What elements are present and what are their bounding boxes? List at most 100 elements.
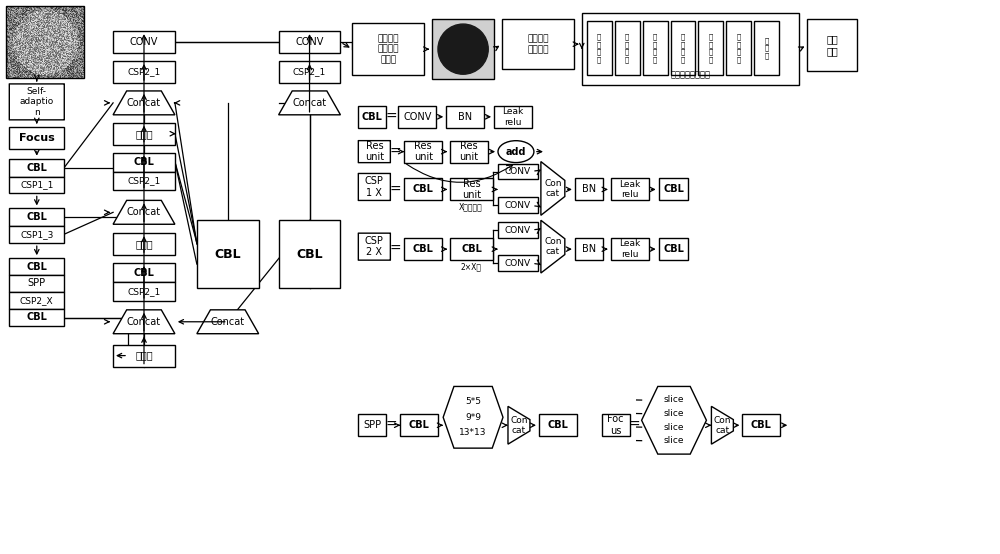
FancyBboxPatch shape [113,282,175,301]
Text: BN: BN [582,184,596,194]
FancyBboxPatch shape [575,178,603,201]
FancyBboxPatch shape [113,345,175,367]
FancyBboxPatch shape [450,178,493,201]
Text: 全
连
接: 全 连 接 [765,37,769,59]
FancyBboxPatch shape [113,61,175,83]
Text: 光谱信息
获取模块: 光谱信息 获取模块 [527,34,549,54]
Text: 激
活
函
数: 激 活 函 数 [625,33,629,63]
Text: =: = [385,110,397,124]
Text: slice: slice [664,396,684,404]
Text: Con
cat: Con cat [544,179,562,198]
FancyBboxPatch shape [404,238,442,260]
Text: CBL: CBL [296,248,323,260]
Text: CBL: CBL [413,244,434,254]
Text: CSP1_1: CSP1_1 [20,181,53,189]
FancyBboxPatch shape [9,127,64,148]
FancyBboxPatch shape [9,258,64,275]
FancyBboxPatch shape [113,233,175,255]
Text: CONV: CONV [505,259,531,268]
Text: CSP2_1: CSP2_1 [127,68,161,76]
FancyBboxPatch shape [539,414,577,436]
FancyBboxPatch shape [611,238,649,260]
FancyBboxPatch shape [494,106,532,128]
Text: Focus: Focus [19,133,55,143]
FancyBboxPatch shape [9,208,64,226]
FancyBboxPatch shape [113,31,175,53]
FancyBboxPatch shape [498,197,538,213]
FancyBboxPatch shape [659,178,688,201]
Text: Concat: Concat [127,207,161,217]
Text: 一
维
卷
积: 一 维 卷 积 [709,33,713,63]
FancyBboxPatch shape [498,255,538,271]
Text: =: = [385,418,397,432]
Text: CBL: CBL [26,261,47,271]
Text: Res
unit: Res unit [365,141,384,162]
FancyBboxPatch shape [398,106,436,128]
FancyBboxPatch shape [9,309,64,326]
Text: CSP1_3: CSP1_3 [20,230,53,239]
Text: =: = [389,182,401,197]
Text: BN: BN [458,112,472,122]
Text: Con
cat: Con cat [510,416,528,435]
FancyBboxPatch shape [400,414,438,436]
Text: 分类
结果: 分类 结果 [826,34,838,56]
FancyBboxPatch shape [358,233,390,260]
Text: Concat: Concat [127,98,161,108]
Text: CBL: CBL [461,244,482,254]
Text: CBL: CBL [413,184,434,194]
FancyBboxPatch shape [113,172,175,191]
Text: slice: slice [664,409,684,418]
Polygon shape [541,162,565,216]
Text: 5*5: 5*5 [465,397,481,407]
Text: 激
活
函
数: 激 活 函 数 [681,33,685,63]
FancyBboxPatch shape [450,141,488,162]
FancyBboxPatch shape [113,263,175,282]
FancyBboxPatch shape [358,414,386,436]
FancyBboxPatch shape [279,220,340,288]
FancyBboxPatch shape [9,158,64,177]
Text: 上采样: 上采样 [135,239,153,249]
FancyBboxPatch shape [352,23,424,75]
Polygon shape [541,220,565,273]
FancyBboxPatch shape [615,21,640,75]
Text: Res
unit: Res unit [414,141,433,162]
Text: Res
unit: Res unit [462,178,481,200]
Text: Leak
relu: Leak relu [619,179,640,199]
Text: CBL: CBL [663,244,684,254]
Text: CBL: CBL [26,162,47,172]
FancyBboxPatch shape [404,178,442,201]
FancyBboxPatch shape [602,414,630,436]
Text: slice: slice [664,423,684,432]
Text: 9*9: 9*9 [465,413,481,422]
Text: CBL: CBL [547,420,568,430]
Text: Foc
us: Foc us [607,414,624,436]
Polygon shape [113,91,175,115]
FancyBboxPatch shape [358,141,390,163]
Bar [432,19,494,79]
Text: CBL: CBL [26,212,47,222]
FancyBboxPatch shape [404,141,442,162]
Text: 坐标转换
与区域裁
取模块: 坐标转换 与区域裁 取模块 [378,34,399,64]
Text: SPP: SPP [28,279,46,289]
Text: Res
unit: Res unit [460,141,479,162]
Text: CSP2_1: CSP2_1 [127,177,161,186]
Polygon shape [197,310,259,334]
FancyBboxPatch shape [197,220,259,288]
Text: 激
活
函
数: 激 活 函 数 [737,33,741,63]
Text: 一
维
卷
积: 一 维 卷 积 [653,33,657,63]
Text: CBL: CBL [362,112,383,122]
Text: CSP
2 X: CSP 2 X [365,236,384,258]
Text: CBL: CBL [409,420,430,430]
FancyBboxPatch shape [807,19,857,71]
Text: CONV: CONV [403,112,431,122]
Text: 一
维
卷
积: 一 维 卷 积 [597,33,601,63]
FancyBboxPatch shape [358,173,390,201]
FancyBboxPatch shape [9,226,64,243]
Text: CSP2_1: CSP2_1 [293,68,326,76]
FancyBboxPatch shape [754,21,779,75]
Bar [6,6,84,78]
FancyBboxPatch shape [9,292,64,309]
Ellipse shape [498,141,534,162]
FancyBboxPatch shape [279,31,340,53]
FancyBboxPatch shape [358,106,386,128]
